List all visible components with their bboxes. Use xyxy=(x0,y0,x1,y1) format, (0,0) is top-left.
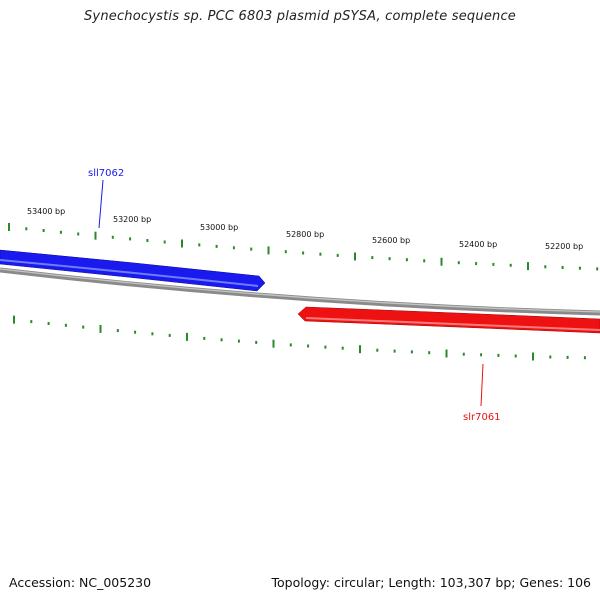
ruler-label: 53000 bp xyxy=(200,223,238,232)
gene-label-sll7062[interactable]: sll7062 xyxy=(88,168,124,179)
gene-arrow-sll7062[interactable] xyxy=(0,249,266,292)
outer-tick-row xyxy=(8,223,599,271)
ruler-label: 53200 bp xyxy=(113,215,151,224)
ruler-label: 52800 bp xyxy=(286,230,324,239)
gene-leader-slr7061 xyxy=(480,363,484,407)
gene-label-slr7061[interactable]: slr7061 xyxy=(463,412,501,423)
accession-text: Accession: NC_005230 xyxy=(9,575,152,590)
gene-slr7061[interactable]: slr7061 xyxy=(297,306,600,423)
summary-text: Topology: circular; Length: 103,307 bp; … xyxy=(271,575,592,590)
backbone-arc-highlight xyxy=(0,268,600,313)
gene-arrow-slr7061-shine xyxy=(305,317,600,331)
backbone-arc xyxy=(0,267,600,316)
ruler-label: 52400 bp xyxy=(459,240,497,249)
inner-tick-row xyxy=(13,315,586,361)
gene-sll7062[interactable]: sll7062 xyxy=(0,168,266,292)
ruler-labels: 53400 bp 53200 bp 53000 bp 52800 bp 5260… xyxy=(27,207,583,251)
gene-arrow-sll7062-shine xyxy=(0,259,259,287)
gene-leader-sll7062 xyxy=(98,179,104,229)
ruler-label: 53400 bp xyxy=(27,207,65,216)
ruler-label: 52200 bp xyxy=(545,242,583,251)
ruler-label: 52600 bp xyxy=(372,236,410,245)
map-title: Synechocystis sp. PCC 6803 plasmid pSYSA… xyxy=(83,9,517,24)
